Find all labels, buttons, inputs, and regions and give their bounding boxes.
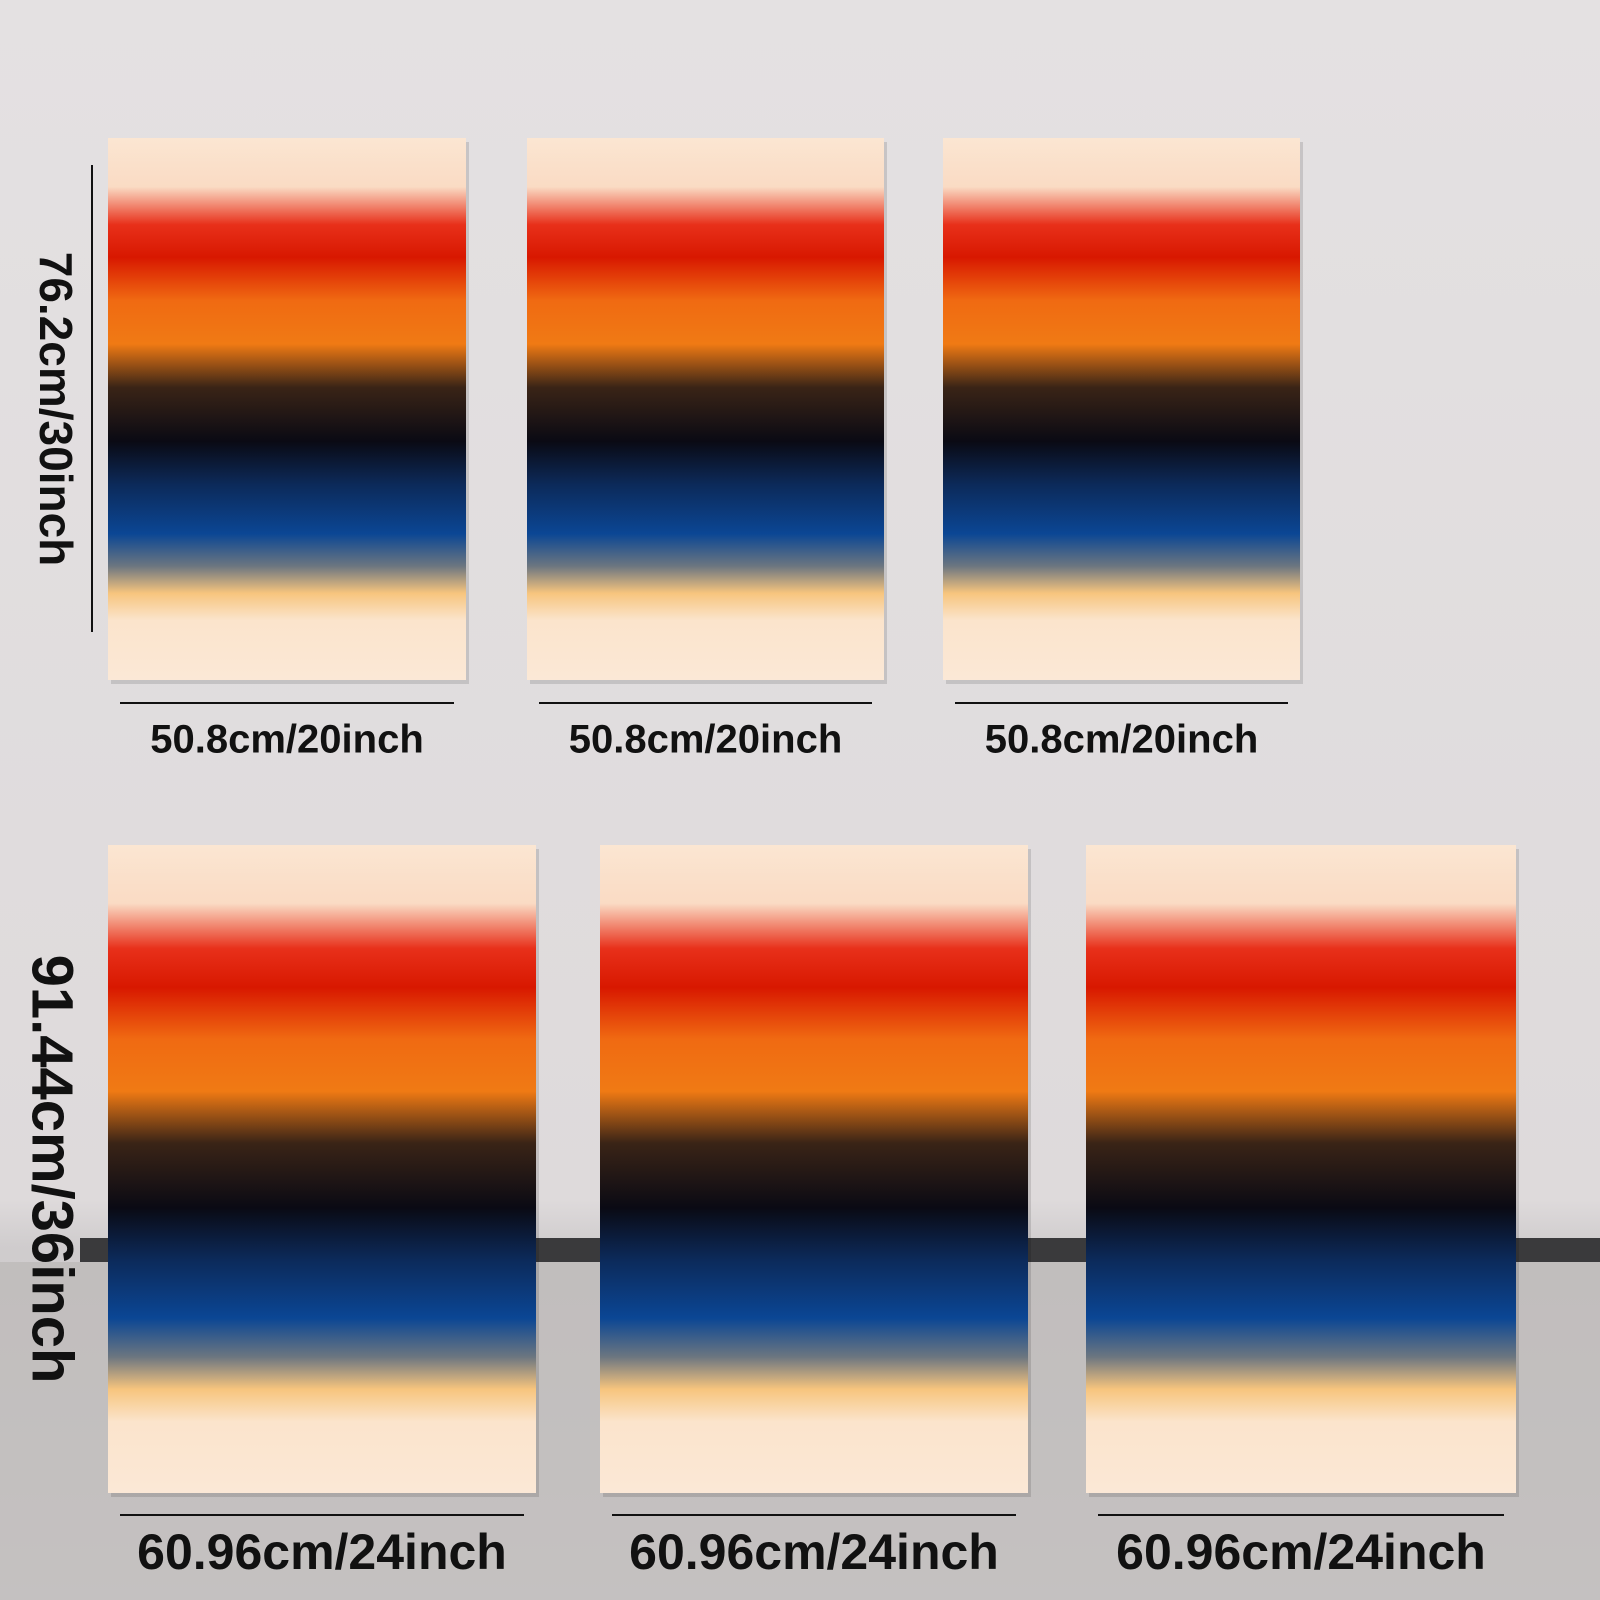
art-panel [943, 138, 1300, 680]
width-label: 50.8cm/20inch [985, 718, 1259, 762]
art-panel [527, 138, 884, 680]
width-label: 60.96cm/24inch [1116, 1524, 1486, 1580]
width-label: 50.8cm/20inch [569, 718, 843, 762]
width-label: 60.96cm/24inch [629, 1524, 999, 1580]
height-label: 91.44cm/36inch [20, 955, 85, 1384]
art-panel [1086, 845, 1516, 1493]
art-panel [108, 138, 466, 680]
art-panel [108, 845, 536, 1493]
width-label: 60.96cm/24inch [137, 1524, 507, 1580]
width-label: 50.8cm/20inch [150, 718, 424, 762]
height-label: 76.2cm/30inch [30, 252, 82, 567]
art-panel [600, 845, 1028, 1493]
